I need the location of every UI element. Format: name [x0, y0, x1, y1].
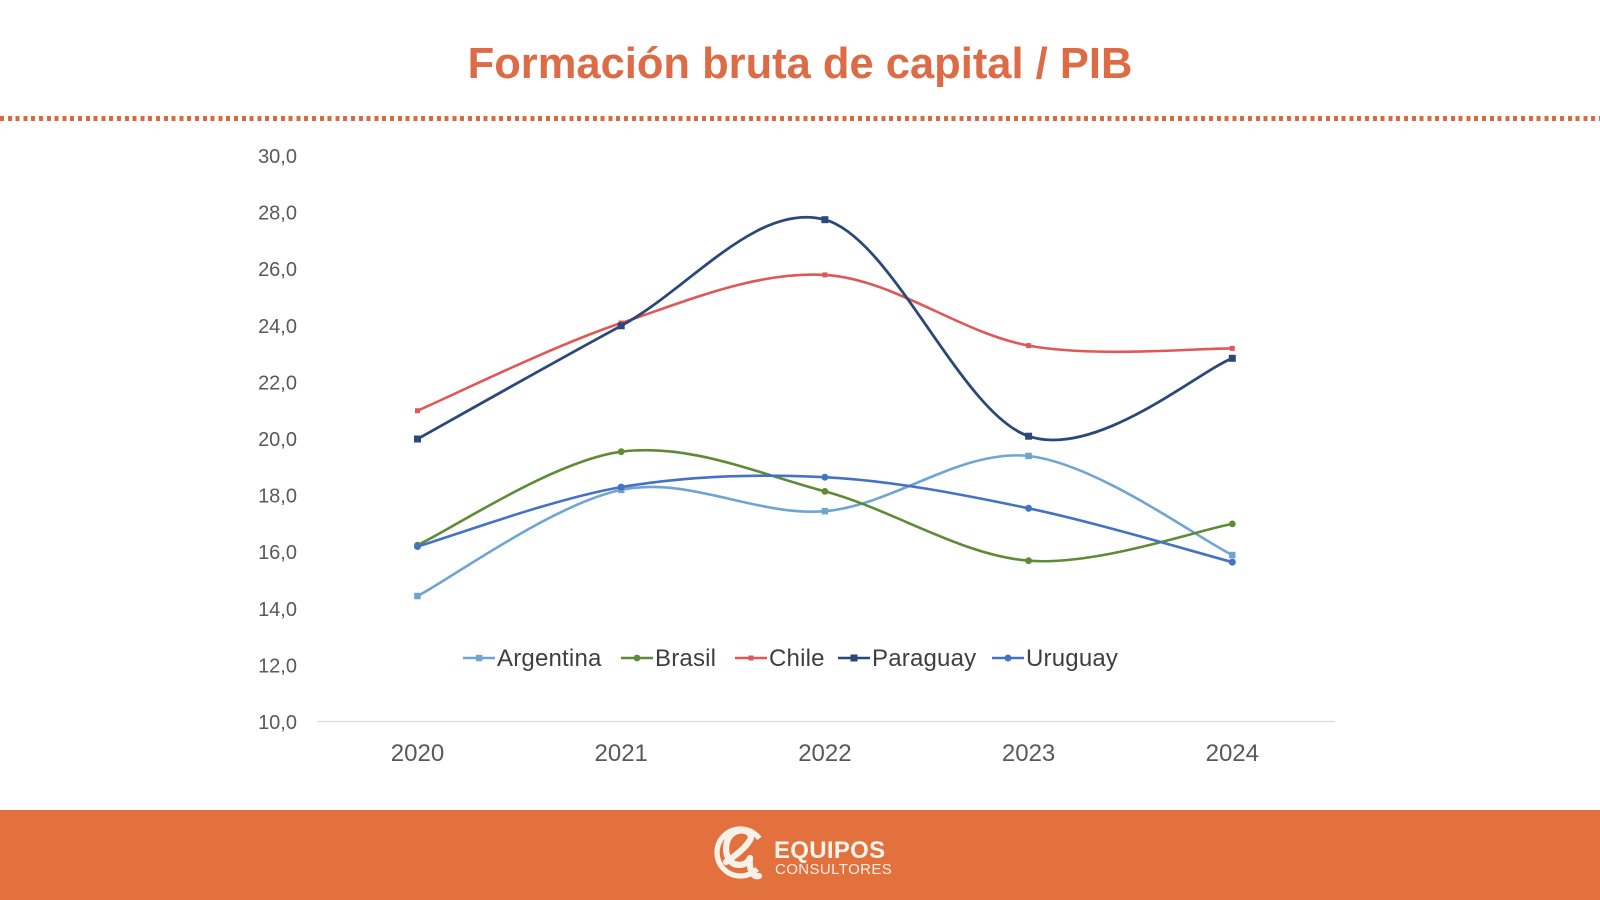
svg-text:2022: 2022 — [798, 740, 851, 767]
svg-text:2023: 2023 — [1002, 740, 1055, 767]
svg-text:Argentina: Argentina — [497, 645, 602, 672]
svg-text:26,0: 26,0 — [258, 259, 297, 281]
svg-text:Brasil: Brasil — [655, 645, 716, 672]
svg-text:24,0: 24,0 — [258, 316, 297, 338]
svg-text:30,0: 30,0 — [258, 146, 297, 168]
svg-text:18,0: 18,0 — [258, 486, 297, 508]
svg-text:22,0: 22,0 — [258, 372, 297, 394]
svg-text:2020: 2020 — [391, 740, 444, 767]
svg-text:12,0: 12,0 — [258, 655, 297, 677]
svg-text:2024: 2024 — [1206, 740, 1259, 767]
svg-text:2021: 2021 — [595, 740, 648, 767]
svg-text:Paraguay: Paraguay — [872, 645, 976, 672]
svg-text:20,0: 20,0 — [258, 429, 297, 451]
svg-text:16,0: 16,0 — [258, 542, 297, 564]
svg-text:CONSULTORES: CONSULTORES — [775, 861, 892, 878]
svg-text:14,0: 14,0 — [258, 599, 297, 621]
svg-text:Chile: Chile — [769, 645, 825, 672]
svg-text:28,0: 28,0 — [258, 203, 297, 225]
svg-text:10,0: 10,0 — [258, 712, 297, 734]
svg-text:EQUIPOS: EQUIPOS — [774, 837, 885, 864]
svg-text:Uruguay: Uruguay — [1026, 645, 1118, 672]
